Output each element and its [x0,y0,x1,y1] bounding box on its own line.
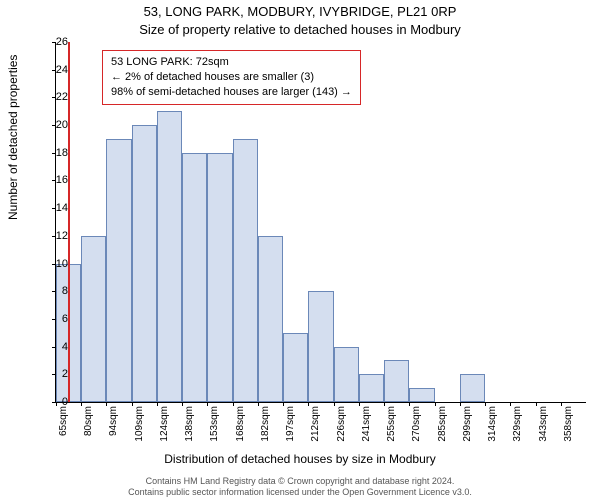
histogram-bar [233,139,258,402]
plot-area: 53 LONG PARK: 72sqm← 2% of detached hous… [55,42,586,403]
histogram-bar [258,236,283,402]
x-tick-label: 241sqm [361,406,372,456]
y-axis-label: Number of detached properties [6,55,20,220]
y-tick-label: 2 [38,368,68,380]
y-tick-label: 4 [38,341,68,353]
footer-line2: Contains public sector information licen… [0,487,600,498]
x-tick-label: 182sqm [260,406,271,456]
x-tick-label: 226sqm [336,406,347,456]
x-tick-mark [460,402,461,406]
y-tick-label: 6 [38,313,68,325]
x-tick-label: 299sqm [462,406,473,456]
histogram-bar [182,153,207,402]
histogram-bar [409,388,434,402]
x-tick-label: 153sqm [209,406,220,456]
x-tick-label: 80sqm [83,406,94,456]
x-tick-label: 124sqm [159,406,170,456]
x-tick-label: 212sqm [310,406,321,456]
y-tick-label: 22 [38,91,68,103]
y-tick-label: 20 [38,119,68,131]
histogram-bar [207,153,232,402]
y-tick-label: 8 [38,285,68,297]
histogram-bar [334,347,359,402]
annotation-line3: 98% of semi-detached houses are larger (… [111,85,352,100]
x-tick-label: 94sqm [108,406,119,456]
chart-title-desc: Size of property relative to detached ho… [0,22,600,37]
x-tick-mark [283,402,284,406]
x-tick-mark [258,402,259,406]
y-tick-label: 10 [38,258,68,270]
annotation-box: 53 LONG PARK: 72sqm← 2% of detached hous… [102,50,361,105]
x-tick-label: 329sqm [512,406,523,456]
y-tick-label: 18 [38,147,68,159]
y-tick-label: 24 [38,64,68,76]
y-tick-label: 26 [38,36,68,48]
histogram-bar [157,111,182,402]
x-tick-mark [485,402,486,406]
annotation-line1: 53 LONG PARK: 72sqm [111,55,352,70]
histogram-bar [81,236,106,402]
footer-attribution: Contains HM Land Registry data © Crown c… [0,476,600,498]
histogram-bar [384,360,409,402]
x-tick-mark [384,402,385,406]
x-tick-mark [435,402,436,406]
histogram-bar [106,139,131,402]
footer-line1: Contains HM Land Registry data © Crown c… [0,476,600,487]
x-tick-label: 285sqm [437,406,448,456]
histogram-bar [132,125,157,402]
x-tick-label: 358sqm [563,406,574,456]
x-tick-mark [359,402,360,406]
x-tick-mark [536,402,537,406]
histogram-bar [283,333,308,402]
x-tick-label: 343sqm [538,406,549,456]
x-tick-label: 314sqm [487,406,498,456]
x-tick-label: 197sqm [285,406,296,456]
chart-title-address: 53, LONG PARK, MODBURY, IVYBRIDGE, PL21 … [0,4,600,19]
y-tick-label: 14 [38,202,68,214]
y-tick-label: 16 [38,174,68,186]
y-tick-label: 12 [38,230,68,242]
annotation-line2: ← 2% of detached houses are smaller (3) [111,70,352,85]
x-tick-mark [157,402,158,406]
histogram-bar [308,291,333,402]
histogram-bar [359,374,384,402]
x-tick-label: 168sqm [235,406,246,456]
x-tick-label: 109sqm [134,406,145,456]
x-tick-label: 65sqm [58,406,69,456]
chart-container: 53, LONG PARK, MODBURY, IVYBRIDGE, PL21 … [0,0,600,500]
x-tick-mark [334,402,335,406]
property-size-marker [68,42,70,402]
histogram-bar [460,374,485,402]
x-tick-label: 255sqm [386,406,397,456]
x-tick-mark [132,402,133,406]
x-tick-mark [233,402,234,406]
x-tick-mark [561,402,562,406]
x-tick-label: 138sqm [184,406,195,456]
x-tick-label: 270sqm [411,406,422,456]
